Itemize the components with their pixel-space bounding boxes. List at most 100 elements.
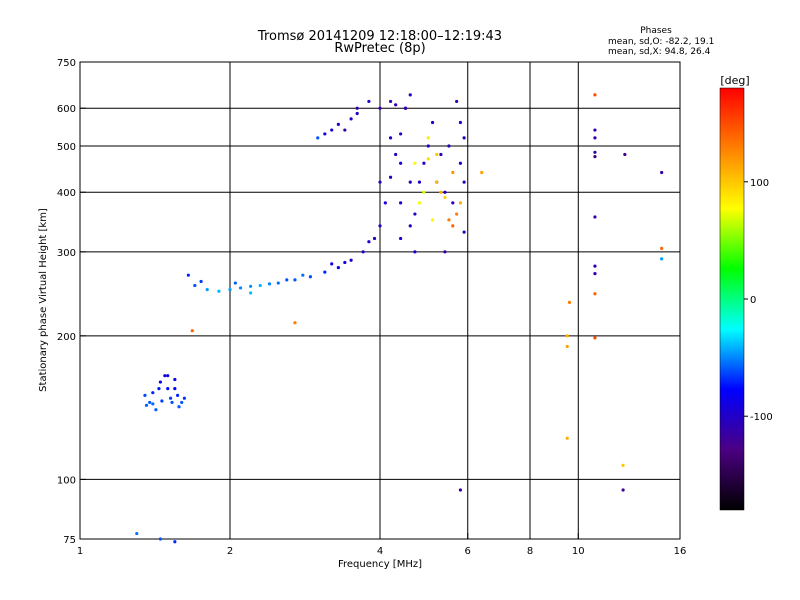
- data-point: [660, 257, 664, 261]
- data-point: [399, 236, 403, 241]
- data-point: [173, 540, 177, 544]
- data-point: [408, 180, 412, 184]
- data-point: [233, 281, 237, 285]
- data-point: [403, 106, 408, 110]
- data-point: [455, 99, 459, 104]
- data-point: [158, 380, 163, 384]
- data-point: [660, 170, 664, 175]
- x-tick-label: 4: [377, 546, 383, 557]
- data-point: [443, 250, 447, 254]
- x-tick-label: 2: [227, 546, 233, 557]
- data-point: [166, 374, 170, 378]
- data-point: [372, 236, 377, 241]
- y-tick-label: 100: [57, 475, 76, 486]
- data-point: [349, 258, 353, 262]
- data-point: [170, 400, 174, 405]
- y-axis-label: Stationary phase Virtual Height [km]: [38, 208, 49, 392]
- data-point: [443, 195, 447, 200]
- data-point: [430, 218, 435, 222]
- data-point: [249, 284, 253, 288]
- data-point: [378, 106, 382, 110]
- data-point: [593, 336, 597, 340]
- data-point: [462, 136, 466, 140]
- data-point: [249, 291, 253, 295]
- data-point: [399, 161, 403, 165]
- data-point: [447, 144, 451, 148]
- data-point: [176, 393, 180, 398]
- y-tick-label: 300: [57, 248, 76, 259]
- stats-line-x: mean, sd,X: 94.8, 26.4: [608, 47, 711, 57]
- data-point: [135, 531, 139, 536]
- data-point: [205, 287, 209, 292]
- data-point: [157, 387, 161, 391]
- data-point: [177, 405, 181, 409]
- data-point: [458, 201, 463, 205]
- chart-title-line2: RwPretec (8p): [334, 41, 425, 56]
- data-point: [193, 283, 197, 288]
- data-point: [458, 161, 463, 165]
- data-point: [623, 152, 627, 157]
- data-point: [447, 218, 451, 222]
- colorbar-tick-label: 0: [750, 295, 756, 306]
- data-point: [316, 136, 320, 140]
- data-point: [593, 264, 597, 268]
- data-point: [660, 246, 664, 250]
- data-point: [154, 408, 158, 412]
- colorbar-label: [deg]: [720, 74, 749, 87]
- plot-area: 1 2 4 6 8 10 16 75 100 200 300 400 500 600 750: [57, 58, 686, 557]
- data-point: [408, 93, 412, 97]
- data-point: [336, 265, 340, 270]
- data-point: [451, 224, 455, 228]
- x-tick-label: 8: [527, 546, 533, 557]
- data-point: [422, 161, 426, 165]
- data-point: [228, 287, 232, 292]
- data-point: [355, 111, 359, 116]
- data-point: [169, 396, 173, 400]
- data-point: [593, 136, 597, 140]
- data-point: [417, 180, 422, 184]
- data-point: [426, 144, 430, 148]
- data-point: [394, 152, 398, 157]
- stats-heading: Phases: [640, 26, 672, 36]
- data-point: [565, 344, 569, 349]
- data-point: [186, 273, 190, 277]
- data-point: [458, 488, 463, 492]
- data-point: [285, 278, 289, 282]
- data-point: [173, 377, 177, 382]
- colorbar-tick-label: -100: [750, 412, 773, 423]
- data-point: [593, 155, 597, 159]
- data-point: [367, 99, 371, 104]
- data-point: [361, 250, 365, 254]
- stats-line-o: mean, sd,O: -82.2, 19.1: [608, 37, 714, 47]
- data-point: [151, 391, 155, 395]
- y-axis-ticks: 75 100 200 300 400 500 600 750: [57, 58, 86, 546]
- data-point: [336, 122, 340, 126]
- data-point: [435, 180, 439, 184]
- y-tick-label: 400: [57, 188, 76, 199]
- data-point: [430, 120, 435, 125]
- data-point: [435, 152, 439, 157]
- colorbar-tick-label: 100: [750, 178, 769, 189]
- data-point: [151, 402, 155, 406]
- x-axis-label: Frequency [MHz]: [338, 559, 422, 570]
- data-point: [144, 403, 149, 407]
- data-point: [160, 399, 164, 403]
- data-point: [399, 201, 403, 205]
- data-point: [166, 387, 170, 391]
- data-point: [301, 273, 305, 277]
- data-point: [293, 321, 297, 325]
- colorbar-gradient: [719, 87, 745, 511]
- data-point: [267, 282, 272, 286]
- x-tick-label: 6: [465, 546, 471, 557]
- y-tick-label: 75: [63, 535, 76, 546]
- data-point: [173, 387, 177, 391]
- data-point: [182, 396, 186, 400]
- data-points: [135, 93, 664, 544]
- data-point: [593, 150, 597, 154]
- data-point: [323, 132, 327, 136]
- data-point: [388, 136, 393, 140]
- data-point: [422, 190, 426, 194]
- data-point: [258, 283, 262, 288]
- data-point: [383, 201, 387, 205]
